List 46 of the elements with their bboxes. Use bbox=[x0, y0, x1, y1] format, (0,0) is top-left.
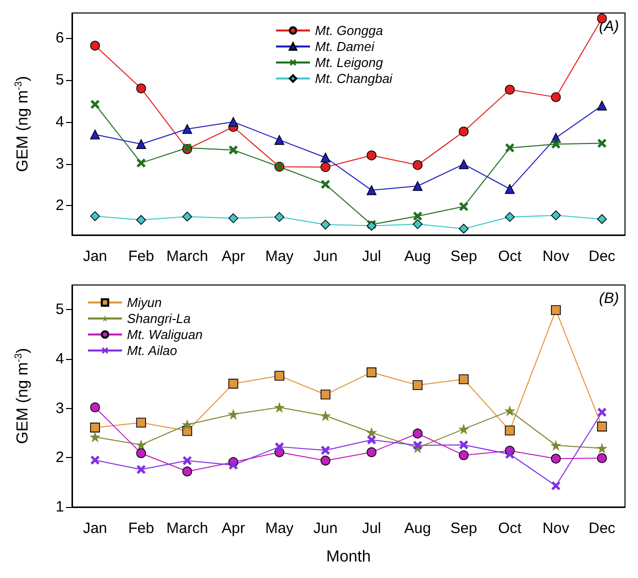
x-tick-label: Feb bbox=[128, 248, 154, 265]
y-tick-label: 2 bbox=[56, 197, 64, 214]
y-tick-label: 5 bbox=[56, 72, 64, 89]
y-tick-label: 3 bbox=[56, 155, 64, 172]
legend-label: Mt. Ailao bbox=[127, 343, 178, 358]
x-tick-label: Oct bbox=[498, 248, 522, 265]
legend-label: Shangri-La bbox=[127, 311, 191, 326]
x-tick-label: Dec bbox=[588, 248, 616, 265]
x-tick-label: Jan bbox=[82, 248, 108, 265]
y-axis-title: GEM (ng m-3) bbox=[14, 348, 32, 444]
y-tick-label: 3 bbox=[56, 400, 64, 417]
x-tick-label: Feb bbox=[128, 520, 154, 537]
x-tick-label: March bbox=[166, 520, 208, 537]
x-tick-label: March bbox=[166, 248, 208, 265]
x-axis-title: Month bbox=[326, 548, 371, 566]
legend-label: Mt. Waliguan bbox=[127, 327, 203, 342]
y-tick-label: 4 bbox=[56, 113, 64, 130]
x-tick-label: Aug bbox=[404, 520, 431, 537]
y-tick-label: 5 bbox=[56, 301, 64, 318]
x-tick-label: Sep bbox=[450, 248, 478, 265]
y-axis-title: GEM (ng m-3) bbox=[14, 76, 32, 172]
y-tick-label: 4 bbox=[56, 350, 64, 368]
x-tick-label: Dec bbox=[588, 520, 616, 537]
x-tick-label: Nov bbox=[542, 248, 570, 265]
y-tick-label: 2 bbox=[56, 449, 64, 466]
x-tick-label: Jan bbox=[82, 520, 108, 537]
annotation: (B) bbox=[599, 290, 620, 307]
legend-label: Mt. Gongga bbox=[315, 23, 383, 38]
x-tick-label: Jul bbox=[362, 520, 382, 537]
y-tick-label: 1 bbox=[56, 498, 64, 516]
x-tick-label: Sep bbox=[450, 520, 478, 537]
x-tick-label: Jul bbox=[362, 248, 382, 265]
x-tick-label: Apr bbox=[222, 248, 245, 265]
legend-label: Mt. Changbai bbox=[315, 71, 394, 86]
x-tick-label: Jun bbox=[313, 520, 338, 537]
legend-label: Miyun bbox=[127, 295, 162, 310]
x-tick-label: Apr bbox=[222, 520, 245, 537]
y-tick-label: 6 bbox=[56, 30, 64, 47]
x-tick-label: May bbox=[265, 520, 294, 537]
x-tick-label: Aug bbox=[404, 248, 431, 265]
x-tick-label: May bbox=[265, 248, 294, 265]
x-tick-label: Jun bbox=[313, 248, 338, 265]
x-tick-label: Nov bbox=[542, 520, 570, 537]
legend-label: Mt. Damei bbox=[315, 39, 376, 54]
legend-label: Mt. Leigong bbox=[315, 55, 384, 70]
x-tick-label: Oct bbox=[498, 520, 522, 537]
